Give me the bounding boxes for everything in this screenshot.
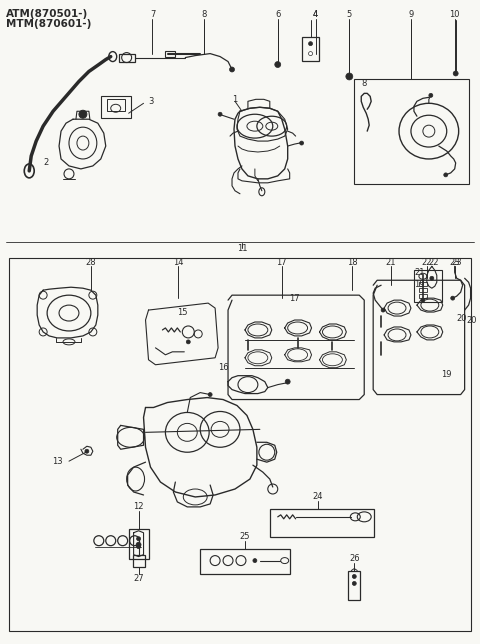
Ellipse shape xyxy=(229,67,235,72)
Text: 13: 13 xyxy=(52,457,63,466)
Ellipse shape xyxy=(300,141,303,145)
Text: 20: 20 xyxy=(467,316,477,325)
Bar xyxy=(119,53,134,62)
Text: 25: 25 xyxy=(240,532,250,541)
Text: 23: 23 xyxy=(449,258,460,267)
Text: 20: 20 xyxy=(456,314,467,323)
Text: 7: 7 xyxy=(150,10,155,19)
Text: 10: 10 xyxy=(449,10,460,19)
Ellipse shape xyxy=(453,71,458,76)
Text: 19: 19 xyxy=(442,370,452,379)
Bar xyxy=(166,51,175,57)
Text: 19: 19 xyxy=(414,279,424,289)
Ellipse shape xyxy=(137,545,141,549)
Ellipse shape xyxy=(451,296,455,300)
Ellipse shape xyxy=(309,42,312,46)
Text: 4: 4 xyxy=(313,10,318,19)
Text: 21: 21 xyxy=(414,268,424,277)
Bar xyxy=(419,289,427,292)
Ellipse shape xyxy=(79,110,87,118)
Ellipse shape xyxy=(444,173,448,177)
Text: 22: 22 xyxy=(421,258,432,267)
Bar xyxy=(132,554,144,567)
Text: 28: 28 xyxy=(85,258,96,267)
Text: 16: 16 xyxy=(218,363,229,372)
Ellipse shape xyxy=(275,62,281,68)
Ellipse shape xyxy=(352,574,356,578)
Ellipse shape xyxy=(346,73,353,80)
Bar xyxy=(270,509,374,536)
Text: 21: 21 xyxy=(386,258,396,267)
Bar xyxy=(354,79,468,184)
Ellipse shape xyxy=(208,393,212,397)
Text: 11: 11 xyxy=(237,244,247,253)
Text: 8: 8 xyxy=(202,10,207,19)
Text: 1: 1 xyxy=(232,95,237,104)
Text: 8: 8 xyxy=(361,79,367,88)
Bar xyxy=(419,294,427,298)
Ellipse shape xyxy=(285,379,290,384)
Bar xyxy=(414,270,442,302)
Text: 17: 17 xyxy=(276,258,287,267)
Text: 15: 15 xyxy=(177,308,188,317)
Text: 4: 4 xyxy=(313,10,318,19)
Text: 14: 14 xyxy=(173,258,183,267)
Bar xyxy=(419,282,427,286)
Bar xyxy=(107,99,125,111)
Bar xyxy=(301,37,320,61)
Bar xyxy=(101,97,131,118)
Ellipse shape xyxy=(352,582,356,585)
Bar xyxy=(129,529,148,558)
Ellipse shape xyxy=(85,450,89,453)
Bar xyxy=(200,549,289,574)
Text: 24: 24 xyxy=(312,493,323,502)
Ellipse shape xyxy=(430,276,434,280)
Text: 22: 22 xyxy=(429,258,439,267)
Text: 26: 26 xyxy=(349,554,360,563)
Bar xyxy=(9,258,470,631)
Text: 27: 27 xyxy=(133,574,144,583)
Text: MTM(870601-): MTM(870601-) xyxy=(6,19,92,29)
Ellipse shape xyxy=(253,558,257,563)
Ellipse shape xyxy=(218,112,222,116)
Text: 23: 23 xyxy=(451,258,462,267)
Ellipse shape xyxy=(186,340,190,344)
Ellipse shape xyxy=(421,298,425,302)
Text: 6: 6 xyxy=(275,10,280,19)
Text: 18: 18 xyxy=(347,258,358,267)
Text: 3: 3 xyxy=(148,97,154,106)
Text: 2: 2 xyxy=(44,158,49,167)
Text: 12: 12 xyxy=(133,502,144,511)
Ellipse shape xyxy=(381,308,385,312)
Text: ATM(870501-): ATM(870501-) xyxy=(6,9,89,19)
Text: 9: 9 xyxy=(408,10,414,19)
Ellipse shape xyxy=(136,542,141,547)
Ellipse shape xyxy=(309,52,312,55)
Text: 5: 5 xyxy=(347,10,352,19)
Ellipse shape xyxy=(429,93,433,97)
Ellipse shape xyxy=(137,536,141,541)
Text: 17: 17 xyxy=(289,294,300,303)
Bar xyxy=(348,571,360,600)
